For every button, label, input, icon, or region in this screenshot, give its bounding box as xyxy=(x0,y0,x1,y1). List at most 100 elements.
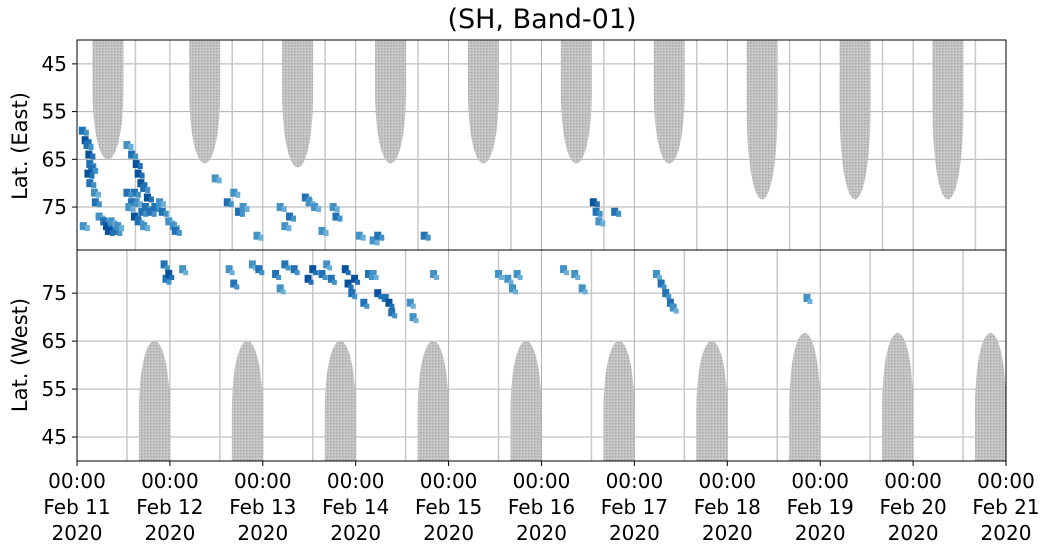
data-point xyxy=(165,269,173,278)
data-point xyxy=(803,293,811,302)
data-point xyxy=(229,270,235,276)
data-point xyxy=(495,269,503,278)
data-point xyxy=(517,274,523,280)
data-point xyxy=(364,303,370,309)
data-point xyxy=(348,289,356,298)
data-point xyxy=(373,274,379,280)
no-data-arch xyxy=(417,341,449,461)
data-point xyxy=(148,196,154,203)
data-points-east xyxy=(78,126,622,246)
data-point xyxy=(374,231,382,240)
data-point xyxy=(78,126,86,135)
x-tick-label-date: Feb 13 xyxy=(229,495,296,519)
data-point xyxy=(301,193,309,202)
x-tick-label-year: 2020 xyxy=(888,521,939,545)
data-point xyxy=(360,298,368,307)
x-tick-label-year: 2020 xyxy=(981,521,1032,545)
data-point xyxy=(228,201,234,208)
data-point xyxy=(331,279,337,285)
data-point xyxy=(652,269,660,278)
x-tick-label-time: 00:00 xyxy=(48,469,106,493)
data-point xyxy=(239,210,245,217)
data-point xyxy=(807,298,813,304)
data-point xyxy=(146,207,154,216)
data-point xyxy=(130,188,138,197)
y-tick-label-west: 45 xyxy=(42,425,67,449)
data-point xyxy=(88,164,96,173)
data-point xyxy=(364,269,372,278)
data-point xyxy=(304,274,312,283)
data-point xyxy=(318,269,326,278)
data-point xyxy=(119,225,125,232)
x-tick-label-time: 00:00 xyxy=(141,469,199,493)
data-point xyxy=(290,265,298,274)
data-point xyxy=(360,234,366,241)
no-data-arch xyxy=(746,40,778,200)
data-point xyxy=(95,212,103,221)
data-point xyxy=(140,183,148,192)
data-point xyxy=(305,198,313,207)
data-point xyxy=(91,182,97,189)
data-point xyxy=(162,274,170,283)
data-point xyxy=(666,298,674,307)
x-tick-label-date: Feb 17 xyxy=(601,495,668,519)
data-point xyxy=(86,179,94,188)
data-point xyxy=(133,153,139,160)
data-point xyxy=(595,217,603,226)
data-point xyxy=(345,270,351,276)
data-point xyxy=(137,163,143,170)
data-point xyxy=(322,274,328,280)
data-point xyxy=(374,289,382,298)
x-tick-label-year: 2020 xyxy=(609,521,660,545)
no-data-arch xyxy=(510,341,542,461)
data-point xyxy=(171,226,179,235)
data-point xyxy=(239,203,247,212)
data-point xyxy=(90,188,98,197)
x-tick-label-time: 00:00 xyxy=(791,469,849,493)
data-point xyxy=(318,226,326,235)
data-point xyxy=(223,198,231,207)
no-data-arch xyxy=(189,40,221,164)
data-point xyxy=(100,217,108,226)
data-point xyxy=(389,303,395,309)
data-point xyxy=(334,206,340,213)
data-point xyxy=(103,222,111,231)
data-point xyxy=(337,215,343,222)
data-point xyxy=(286,212,294,221)
data-point xyxy=(169,222,177,231)
x-tick-label-time: 00:00 xyxy=(884,469,942,493)
x-tick-label-date: Feb 15 xyxy=(415,495,482,519)
data-point xyxy=(513,269,521,278)
data-point xyxy=(96,201,102,208)
x-tick-label-date: Feb 20 xyxy=(879,495,946,519)
x-tick-label-time: 00:00 xyxy=(698,469,756,493)
data-point xyxy=(112,226,120,235)
data-point xyxy=(571,269,579,278)
data-point xyxy=(84,225,90,232)
no-data-arch xyxy=(839,40,871,200)
no-data-arch xyxy=(138,341,170,461)
data-point xyxy=(169,274,175,280)
no-data-arch xyxy=(324,341,356,461)
data-point xyxy=(230,279,238,288)
data-point xyxy=(258,234,264,241)
data-point xyxy=(308,279,314,285)
data-point xyxy=(560,265,568,274)
data-points-west xyxy=(160,260,813,324)
data-point xyxy=(128,198,136,207)
x-tick-label-date: Feb 16 xyxy=(508,495,575,519)
data-point xyxy=(392,313,398,319)
data-point xyxy=(83,141,91,149)
data-point xyxy=(499,274,505,280)
data-point xyxy=(286,225,292,232)
data-point xyxy=(140,222,148,231)
data-point xyxy=(413,318,419,324)
data-point xyxy=(388,308,396,317)
data-point xyxy=(323,260,331,269)
x-tick-label-year: 2020 xyxy=(330,521,381,545)
data-point xyxy=(85,150,93,159)
no-data-arch xyxy=(92,40,124,160)
data-point xyxy=(128,144,134,150)
data-point xyxy=(272,269,280,278)
data-point xyxy=(95,191,101,198)
